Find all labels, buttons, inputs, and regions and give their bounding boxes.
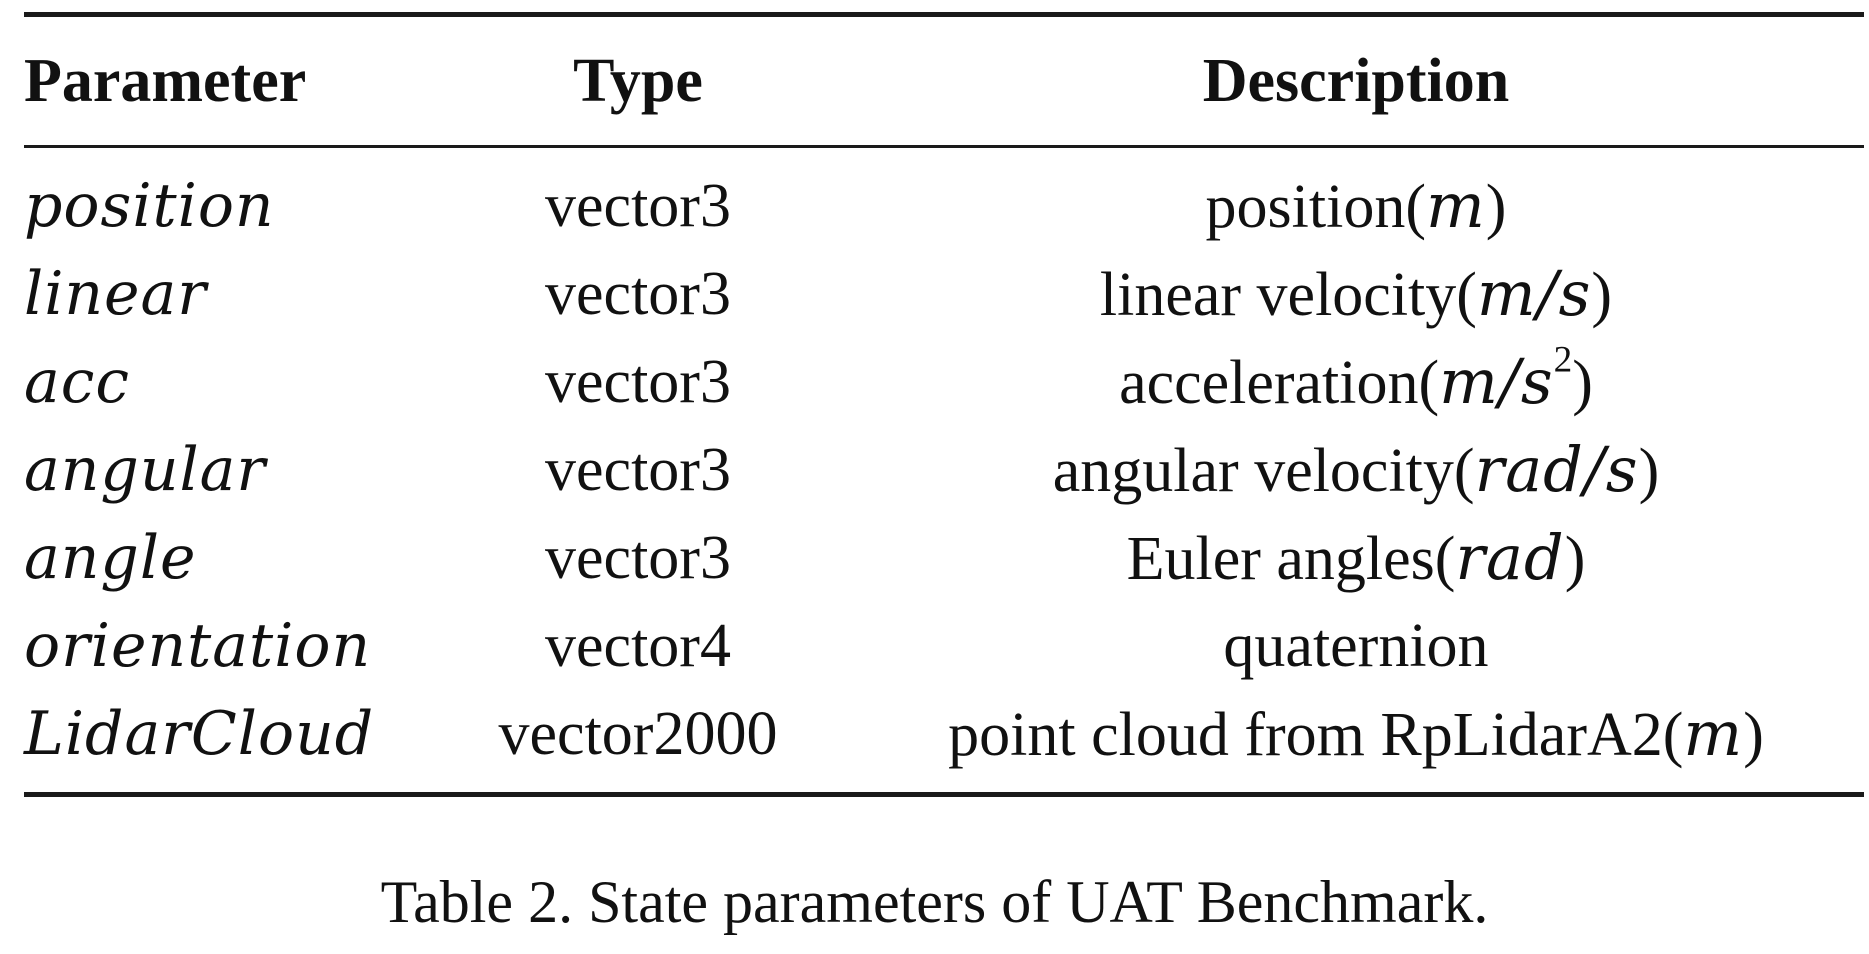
description-text: Euler angles( (1126, 524, 1456, 593)
table-row: angle vector3 Euler angles(rad) (24, 514, 1864, 602)
description-unit: rad/s (1474, 432, 1639, 506)
description-close: ) (1743, 700, 1764, 769)
description-text: point cloud from RpLidarA2( (948, 700, 1684, 769)
description-close: ) (1638, 436, 1660, 505)
description-cell: linear velocity(m/s) (848, 260, 1864, 329)
table-bottom-rule (24, 792, 1864, 797)
description-text: position( (1205, 172, 1426, 241)
header-type: Type (573, 47, 703, 115)
description-unit: m/s (1439, 344, 1554, 418)
type-cell: vector3 (545, 524, 731, 592)
description-cell: position(m) (848, 172, 1864, 241)
type-cell: vector3 (545, 260, 731, 328)
table-row: orientation vector4 quaternion (24, 602, 1864, 690)
description-unit: m (1683, 696, 1744, 770)
description-text: acceleration( (1119, 348, 1440, 417)
table-row: position vector3 position(m) (24, 162, 1864, 250)
description-unit: m/s (1476, 256, 1592, 330)
parameter-cell: angular (24, 435, 267, 505)
type-cell: vector3 (545, 348, 731, 416)
table-top-rule (24, 12, 1864, 17)
parameter-cell: orientation (24, 611, 372, 681)
table-caption: Table 2. State parameters of UAT Benchma… (380, 869, 1489, 935)
parameter-cell: linear (24, 259, 207, 329)
description-cell: acceleration(m/s2) (848, 341, 1864, 417)
description-cell: Euler angles(rad) (848, 524, 1864, 593)
description-close: ) (1564, 524, 1586, 593)
type-cell: vector3 (545, 172, 731, 240)
table-row: LidarCloud vector2000 point cloud from R… (24, 690, 1864, 778)
type-cell: vector4 (545, 612, 731, 680)
type-cell: vector2000 (498, 700, 778, 768)
parameter-cell: position (24, 171, 275, 241)
table-row: acc vector3 acceleration(m/s2) (24, 338, 1864, 426)
description-unit: rad (1455, 520, 1565, 594)
table-row: angular vector3 angular velocity(rad/s) (24, 426, 1864, 514)
table-row: linear vector3 linear velocity(m/s) (24, 250, 1864, 338)
description-close: ) (1591, 260, 1613, 329)
parameter-cell: LidarCloud (24, 699, 375, 769)
table-header-rule (24, 145, 1864, 148)
description-unit-exponent: 2 (1553, 338, 1573, 380)
description-cell: angular velocity(rad/s) (848, 436, 1864, 505)
description-close: ) (1572, 348, 1593, 417)
state-parameters-table: Parameter Type Description position vect… (24, 12, 1864, 797)
header-description: Description (1202, 47, 1510, 115)
parameter-cell: angle (24, 523, 197, 593)
parameter-cell: acc (24, 347, 130, 417)
description-close: ) (1485, 172, 1507, 241)
description-cell: point cloud from RpLidarA2(m) (848, 700, 1864, 769)
description-text: quaternion (1223, 612, 1489, 680)
table-body: position vector3 position(m) linear vect… (24, 148, 1864, 792)
table-header-row: Parameter Type Description (24, 17, 1864, 145)
description-text: angular velocity( (1052, 436, 1475, 505)
header-parameter: Parameter (24, 47, 307, 115)
type-cell: vector3 (545, 436, 731, 504)
description-unit: m (1426, 168, 1486, 242)
description-text: linear velocity( (1099, 260, 1477, 329)
description-cell: quaternion (848, 615, 1864, 677)
